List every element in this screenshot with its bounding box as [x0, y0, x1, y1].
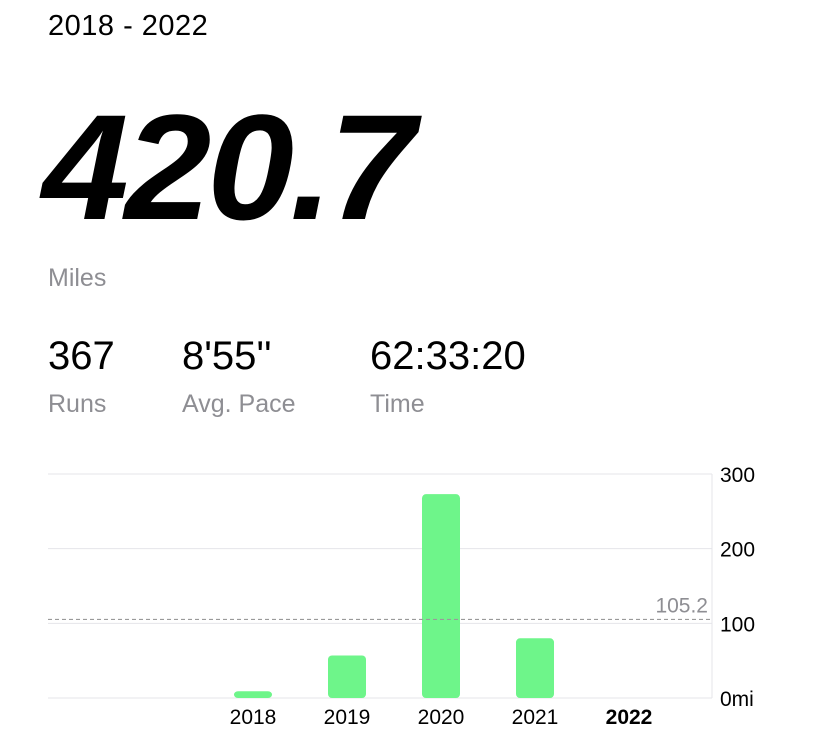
- total-distance: 420.7: [42, 83, 416, 251]
- yearly-distance-chart: 0mi 100 200 300 2018 2019 2020 2021 2022 105.2: [48, 464, 755, 729]
- avg-pace-label: Avg. Pace: [182, 390, 296, 418]
- distance-unit: Miles: [48, 264, 107, 292]
- stat-runs: 367 Runs: [48, 336, 115, 419]
- y-tick-label: 0mi: [720, 688, 754, 711]
- x-tick-label: 2019: [324, 706, 371, 729]
- y-tick-label: 100: [720, 613, 755, 636]
- bar: [422, 494, 460, 698]
- x-tick-label: 2018: [230, 706, 277, 729]
- bar: [234, 691, 272, 698]
- date-range: 2018 - 2022: [48, 10, 209, 42]
- x-tick-label: 2021: [512, 706, 559, 729]
- average-label: 105.2: [655, 594, 708, 617]
- stat-avg-pace: 8'55'' Avg. Pace: [182, 336, 296, 419]
- x-tick-label: 2020: [418, 706, 465, 729]
- x-tick-label: 2022: [606, 706, 653, 729]
- time-label: Time: [370, 390, 425, 418]
- stat-time: 62:33:20 Time: [370, 336, 526, 419]
- avg-pace-value: 8'55'': [182, 334, 272, 378]
- bar: [328, 655, 366, 698]
- runs-value: 367: [48, 334, 115, 378]
- bar: [516, 638, 554, 698]
- time-value: 62:33:20: [370, 334, 526, 378]
- runs-label: Runs: [48, 390, 107, 418]
- y-tick-label: 300: [720, 464, 755, 487]
- y-tick-label: 200: [720, 539, 755, 562]
